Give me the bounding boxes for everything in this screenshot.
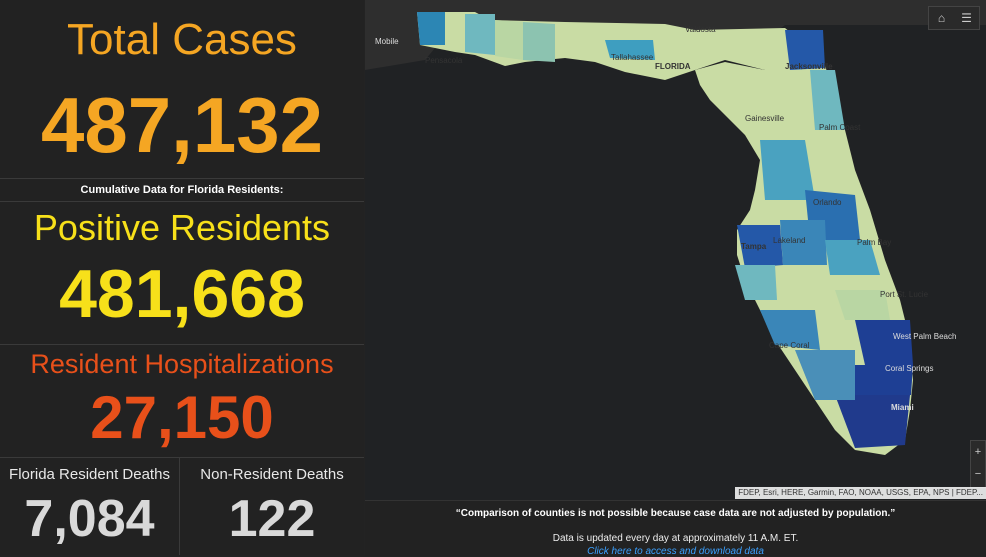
county-manatee <box>735 265 777 300</box>
city-label: Mobile <box>375 37 399 46</box>
city-label: Tampa <box>741 242 767 251</box>
resident-deaths-panel: Florida Resident Deaths 7,084 <box>0 458 180 555</box>
city-label: Jacksonville <box>785 62 833 71</box>
city-label: Miami <box>891 403 914 412</box>
county-brevard <box>825 240 880 275</box>
home-icon[interactable]: ⌂ <box>937 11 946 25</box>
county-polk <box>780 220 827 265</box>
disclaimer-text: “Comparison of counties is not possible … <box>455 508 896 519</box>
county-st-lucie <box>835 290 890 320</box>
map-toolbar: ⌂ ☰ <box>928 6 980 30</box>
cumulative-note: Cumulative Data for Florida Residents: <box>80 184 284 196</box>
county-collier <box>795 350 855 400</box>
city-label: Palm Bay <box>857 238 892 247</box>
update-text: Data is updated every day at approximate… <box>552 533 799 544</box>
hospitalizations-panel: Resident Hospitalizations 27,150 <box>0 345 364 458</box>
city-label: Orlando <box>813 198 842 207</box>
county-leon <box>605 40 655 60</box>
positive-residents-panel: Positive Residents 481,668 <box>0 202 364 345</box>
hospitalizations-label: Resident Hospitalizations <box>30 349 334 379</box>
zoom-in-button[interactable]: + <box>974 446 982 458</box>
positive-residents-value: 481,668 <box>59 256 305 332</box>
resident-deaths-value: 7,084 <box>24 490 155 548</box>
city-label: Port St. Lucie <box>880 290 929 299</box>
total-cases-value: 487,132 <box>41 81 323 169</box>
county-okaloosa <box>465 14 495 55</box>
county-walton <box>495 20 523 60</box>
county-duval <box>785 30 825 70</box>
city-label: Pensacola <box>425 56 463 65</box>
county-miami-dade <box>835 395 910 448</box>
hospitalizations-value: 27,150 <box>90 384 274 451</box>
positive-residents-label: Positive Residents <box>33 207 331 248</box>
state-label: FLORIDA <box>655 62 691 71</box>
map-canvas[interactable] <box>365 0 986 500</box>
county-st-johns <box>810 70 845 130</box>
nonresident-deaths-label: Non-Resident Deaths <box>200 466 344 483</box>
city-label: West Palm Beach <box>893 332 957 341</box>
stats-panel: Total Cases 487,132 Cumulative Data for … <box>0 0 364 555</box>
list-icon[interactable]: ☰ <box>961 11 972 25</box>
city-label: Tallahassee <box>611 53 654 62</box>
county-palm-beach <box>855 320 913 365</box>
city-label: Lakeland <box>773 236 806 245</box>
city-label: Gainesville <box>745 114 785 123</box>
florida-map[interactable]: Mobile Valdosta Pensacola Tallahassee FL… <box>365 0 986 500</box>
nonresident-deaths-panel: Non-Resident Deaths 122 <box>180 458 364 555</box>
county-marion <box>760 140 815 200</box>
county-lee <box>760 310 820 350</box>
nonresident-deaths-value: 122 <box>228 490 316 548</box>
county-broward <box>855 365 913 395</box>
city-label: Coral Springs <box>885 364 934 373</box>
county-hillsborough <box>737 225 783 268</box>
map-attribution: FDEP, Esri, HERE, Garmin, FAO, NOAA, USG… <box>735 487 986 499</box>
total-cases-label: Total Cases <box>67 15 297 64</box>
map-footer: “Comparison of counties is not possible … <box>365 500 986 557</box>
resident-deaths-label: Florida Resident Deaths <box>9 466 170 483</box>
zoom-out-button[interactable]: − <box>974 468 982 480</box>
cumulative-note-panel: Cumulative Data for Florida Residents: <box>0 179 364 202</box>
county-bay <box>523 22 555 62</box>
download-data-link[interactable]: Click here to access and download data <box>587 546 764 557</box>
city-label: Valdosta <box>685 25 716 34</box>
total-cases-panel: Total Cases 487,132 <box>0 0 364 179</box>
city-label: Palm Coast <box>819 123 861 132</box>
zoom-control: + − <box>970 440 986 488</box>
city-label: Cape Coral <box>769 341 810 350</box>
county-escambia <box>417 12 445 45</box>
